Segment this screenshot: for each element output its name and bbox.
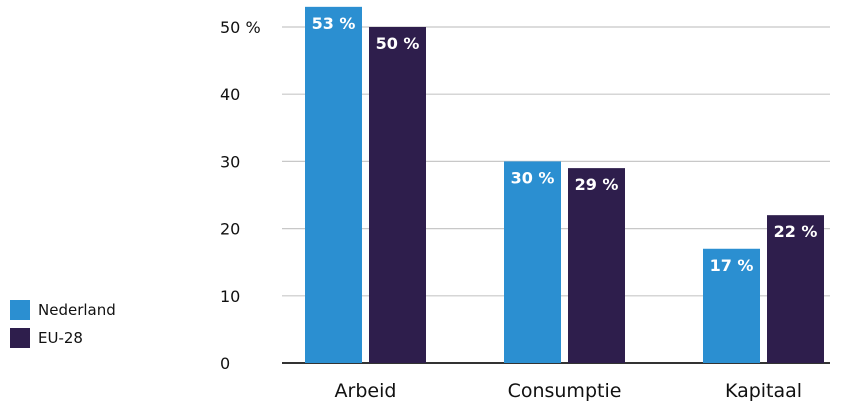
legend-swatch-nederland bbox=[10, 300, 30, 320]
y-tick-label: 40 bbox=[220, 85, 240, 104]
bar-nederland-consumptie bbox=[504, 161, 561, 363]
legend-swatch-eu28 bbox=[10, 328, 30, 348]
bar-nederland-arbeid bbox=[305, 6, 362, 364]
bar-eu28-kapitaal bbox=[767, 215, 824, 363]
bar-eu28-consumptie bbox=[568, 168, 625, 363]
x-tick-label-arbeid: Arbeid bbox=[335, 380, 397, 402]
legend-label-nederland: Nederland bbox=[38, 301, 116, 319]
data-label: 53 % bbox=[312, 14, 356, 33]
data-label: 29 % bbox=[575, 175, 619, 194]
y-tick-label: 10 bbox=[220, 287, 240, 306]
data-label: 30 % bbox=[511, 168, 555, 187]
y-tick-label: 0 bbox=[220, 354, 230, 373]
bar-nederland-kapitaal bbox=[703, 248, 760, 363]
legend-item-nederland: Nederland bbox=[10, 300, 116, 320]
legend-label-eu28: EU-28 bbox=[38, 329, 83, 347]
y-tick-label: 20 bbox=[220, 220, 240, 239]
data-label: 17 % bbox=[710, 256, 754, 275]
data-label: 50 % bbox=[376, 34, 420, 53]
legend-item-eu28: EU-28 bbox=[10, 328, 116, 348]
legend: Nederland EU-28 bbox=[10, 300, 116, 356]
y-tick-label: 50 % bbox=[220, 18, 261, 37]
data-label: 22 % bbox=[774, 222, 818, 241]
x-tick-label-consumptie: Consumptie bbox=[508, 380, 622, 402]
y-tick-label: 30 bbox=[220, 152, 240, 171]
x-tick-label-kapitaal: Kapitaal bbox=[725, 380, 802, 402]
bar-eu28-arbeid bbox=[369, 27, 426, 363]
